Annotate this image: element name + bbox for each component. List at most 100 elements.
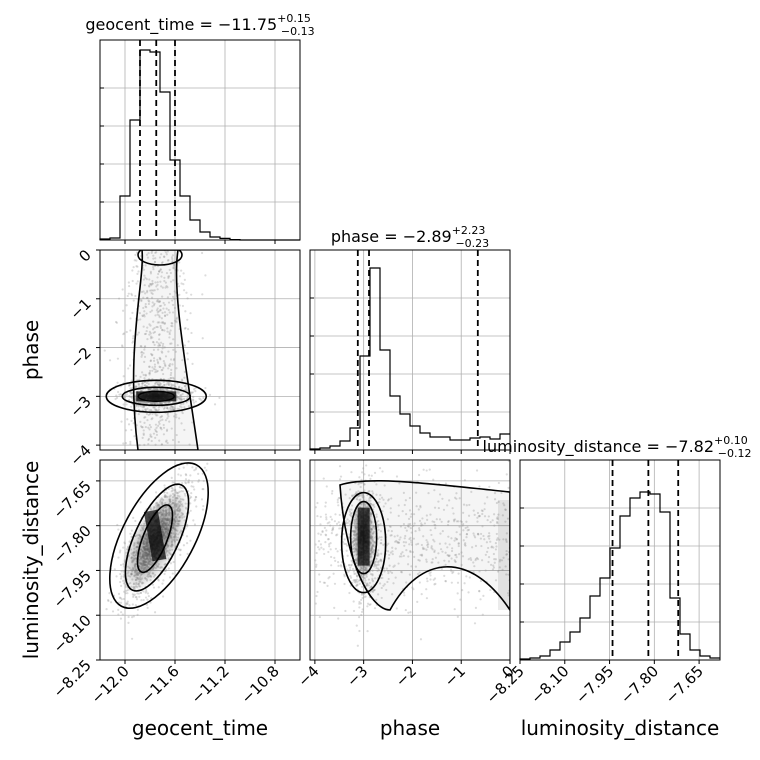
sample-point: [163, 255, 166, 258]
sample-point: [140, 299, 143, 302]
sample-point: [173, 407, 176, 410]
sample-point: [478, 515, 481, 518]
sample-point: [349, 576, 353, 579]
sample-point: [363, 593, 366, 596]
sample-point: [409, 550, 412, 553]
sample-point: [479, 579, 483, 583]
sample-point: [124, 442, 128, 445]
sample-point: [505, 532, 508, 535]
sample-point: [172, 338, 175, 341]
sample-point: [178, 275, 182, 278]
sample-point: [402, 491, 405, 494]
sample-point: [451, 547, 454, 550]
sample-point: [454, 560, 457, 563]
sample-point: [434, 527, 437, 530]
sample-point: [481, 512, 484, 516]
sample-point: [459, 533, 462, 536]
sample-point: [380, 536, 383, 539]
sample-point: [407, 555, 410, 558]
sample-point: [380, 542, 383, 545]
sample-point: [178, 485, 181, 489]
sample-point: [467, 514, 471, 517]
sample-point: [169, 329, 172, 332]
sample-point: [354, 578, 357, 582]
sample-point: [125, 602, 128, 605]
sample-point: [144, 332, 148, 335]
sample-point: [154, 368, 157, 371]
sample-point: [144, 415, 147, 419]
sample-point: [363, 489, 366, 492]
sample-point: [496, 517, 500, 521]
sample-point: [455, 531, 458, 534]
sample-point: [127, 615, 130, 619]
sample-point: [139, 345, 142, 348]
sample-point: [490, 545, 493, 548]
sample-point: [137, 408, 141, 412]
sample-point: [495, 545, 498, 548]
sample-point: [144, 276, 147, 279]
sample-point: [324, 533, 327, 536]
sample-point: [185, 401, 188, 404]
sample-point: [333, 582, 337, 585]
sample-point: [376, 563, 379, 566]
tick-label-y: −8.10: [50, 611, 95, 656]
sample-point: [370, 474, 373, 477]
hist-bar: [570, 632, 580, 660]
sample-point: [376, 569, 379, 573]
sample-point: [170, 371, 173, 375]
sample-point: [157, 310, 161, 313]
sample-point: [380, 596, 383, 600]
sample-point: [169, 408, 172, 412]
sample-point: [454, 537, 457, 540]
sample-point: [172, 406, 175, 409]
sample-point: [197, 472, 200, 475]
sample-point: [344, 520, 347, 523]
sample-point: [136, 272, 139, 275]
sample-point: [154, 491, 158, 494]
sample-point: [180, 378, 184, 381]
sample-point: [375, 560, 378, 563]
sample-point: [431, 558, 434, 561]
sample-point: [447, 520, 450, 524]
sample-point: [496, 537, 499, 540]
sample-point: [463, 582, 466, 585]
sample-point: [140, 290, 144, 294]
sample-point: [368, 490, 371, 493]
sample-point: [481, 559, 484, 562]
sample-point: [167, 259, 170, 262]
contour-core: [137, 390, 175, 403]
tick-label-y: −2: [66, 344, 94, 372]
sample-point: [363, 473, 366, 476]
sample-point: [430, 545, 433, 548]
sample-point: [131, 279, 134, 283]
sample-point: [146, 598, 149, 601]
sample-point: [168, 332, 171, 336]
sample-point: [152, 340, 155, 344]
sample-point: [465, 532, 469, 536]
sample-point: [373, 563, 376, 566]
sample-point: [409, 515, 412, 518]
sample-point: [149, 270, 152, 273]
sample-point: [150, 439, 153, 443]
sample-point: [138, 312, 141, 315]
sample-point: [468, 576, 471, 579]
hist-bar: [120, 196, 130, 240]
sample-point: [172, 348, 175, 351]
sample-point: [206, 462, 209, 465]
sample-point: [161, 311, 164, 314]
sample-point: [399, 525, 403, 528]
sample-point: [356, 583, 359, 587]
sample-point: [127, 284, 131, 288]
sample-point: [128, 604, 131, 607]
sample-point: [500, 491, 503, 495]
sample-point: [364, 579, 367, 582]
sample-point: [134, 294, 137, 298]
sample-point: [502, 556, 505, 559]
sample-point: [374, 563, 377, 566]
sample-point: [389, 551, 392, 554]
title-phase: phase = −2.89+2.23 −0.23: [331, 224, 489, 250]
sample-point: [428, 572, 431, 575]
sample-point: [433, 520, 436, 524]
sample-point: [377, 560, 381, 563]
contour-mid: [340, 491, 387, 594]
